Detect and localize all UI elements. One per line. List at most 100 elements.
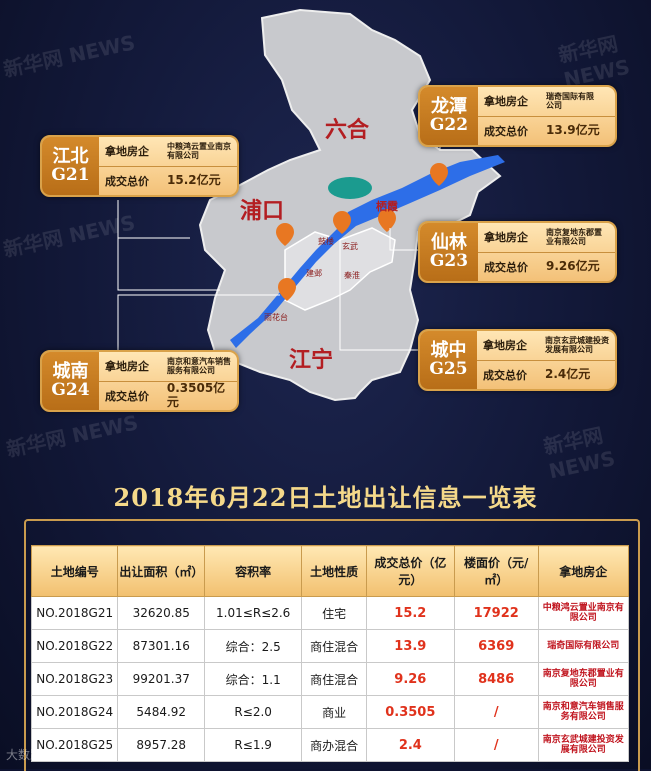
table-row: NO.2018G23 99201.37 综合：1.1 商住混合 9.26 848… <box>30 662 630 696</box>
district-label-qixia: 栖霞 <box>376 200 398 213</box>
table-row: NO.2018G25 8957.28 R≤1.9 商办混合 2.4 / 南京玄武… <box>30 728 630 762</box>
card-developer: 中粮鸿云置业南京有限公司 <box>167 142 231 161</box>
card-rows: 拿地房企 南京复地东郡置业有限公司 成交总价 9.26亿元 <box>478 223 615 281</box>
card-developer-label: 拿地房企 <box>483 339 527 353</box>
cell-land-use: 商业 <box>301 695 367 729</box>
card-developer: 瑞奇国际有限公司 <box>546 92 594 111</box>
cell-area: 87301.16 <box>117 629 206 663</box>
district-label-pukou: 浦口 <box>240 198 285 224</box>
district-label-jiangning: 江宁 <box>289 347 334 373</box>
card-developer-row: 拿地房企 南京玄武城建投资发展有限公司 <box>477 331 615 360</box>
cell-id: NO.2018G25 <box>30 728 119 762</box>
card-code: G21 <box>51 164 90 185</box>
card-price-row: 成交总价 0.3505亿元 <box>99 380 237 411</box>
card-code-block: 龙潭 G22 <box>420 87 478 145</box>
cell-land-use: 商住混合 <box>301 629 367 663</box>
card-developer-row: 拿地房企 瑞奇国际有限公司 <box>478 87 615 116</box>
col-header-developer: 拿地房企 <box>537 545 630 597</box>
cell-floor-price: 8486 <box>453 662 539 696</box>
card-developer: 南京复地东郡置业有限公司 <box>546 228 602 247</box>
card-code: G24 <box>51 379 90 400</box>
table-row: NO.2018G24 5484.92 R≤2.0 商业 0.3505 / 南京和… <box>30 695 630 729</box>
card-price: 15.2亿元 <box>167 172 221 187</box>
cell-land-use: 住宅 <box>301 596 367 630</box>
card-price: 13.9亿元 <box>546 122 600 137</box>
cell-floor-price: / <box>453 728 539 762</box>
card-developer: 南京和意汽车销售服务有限公司 <box>167 357 231 376</box>
card-code-block: 江北 G21 <box>42 137 99 195</box>
pin-icon <box>278 278 296 301</box>
river-island <box>328 177 372 199</box>
cell-total-price: 13.9 <box>365 629 455 663</box>
land-card-g25: 城中 G25 拿地房企 南京玄武城建投资发展有限公司 成交总价 2.4亿元 <box>418 329 617 391</box>
land-card-g23: 仙林 G23 拿地房企 南京复地东郡置业有限公司 成交总价 9.26亿元 <box>418 221 617 283</box>
cell-plot-ratio: R≤2.0 <box>204 695 303 729</box>
cell-plot-ratio: 1.01≤R≤2.6 <box>204 596 303 630</box>
pin-icon <box>430 163 448 186</box>
card-code: G22 <box>429 114 469 135</box>
table-header-row: 土地编号 出让面积（㎡） 容积率 土地性质 成交总价（亿元） 楼面价（元/㎡） … <box>30 545 630 597</box>
map-label-gulou: 鼓楼 <box>318 237 334 246</box>
col-header-floor-price: 楼面价（元/㎡） <box>453 545 539 597</box>
card-price-label: 成交总价 <box>105 389 149 403</box>
card-price-label: 成交总价 <box>105 174 149 188</box>
card-price-row: 成交总价 13.9亿元 <box>478 115 615 146</box>
col-header-id: 土地编号 <box>30 545 119 597</box>
map-label-qinhuai: 秦淮 <box>344 271 360 280</box>
card-price-row: 成交总价 9.26亿元 <box>478 251 615 282</box>
cell-developer: 南京和意汽车销售服务有限公司 <box>537 695 630 729</box>
location-pins <box>276 163 448 301</box>
pin-icon <box>276 223 294 246</box>
card-developer-row: 拿地房企 南京和意汽车销售服务有限公司 <box>99 352 237 381</box>
cell-developer: 中粮鸿云置业南京有限公司 <box>537 596 630 630</box>
card-area: 城南 <box>52 360 89 382</box>
col-header-land-use: 土地性质 <box>301 545 367 597</box>
cell-total-price: 0.3505 <box>365 695 455 729</box>
cell-total-price: 15.2 <box>365 596 455 630</box>
card-area: 龙潭 <box>431 95 467 117</box>
col-header-plot-ratio: 容积率 <box>204 545 303 597</box>
land-card-g22: 龙潭 G22 拿地房企 瑞奇国际有限公司 成交总价 13.9亿元 <box>418 85 617 147</box>
cell-total-price: 9.26 <box>365 662 455 696</box>
cell-floor-price: / <box>453 695 539 729</box>
card-area: 仙林 <box>431 231 467 253</box>
pin-icon <box>333 211 351 234</box>
card-price-label: 成交总价 <box>483 368 527 382</box>
cell-developer: 南京玄武城建投资发展有限公司 <box>537 728 630 762</box>
card-rows: 拿地房企 南京和意汽车销售服务有限公司 成交总价 0.3505亿元 <box>99 352 237 410</box>
table-row: NO.2018G22 87301.16 综合：2.5 商住混合 13.9 636… <box>30 629 630 663</box>
card-rows: 拿地房企 瑞奇国际有限公司 成交总价 13.9亿元 <box>478 87 615 145</box>
card-developer-label: 拿地房企 <box>484 95 528 109</box>
cell-land-use: 商办混合 <box>301 728 367 762</box>
cell-developer: 南京复地东郡置业有限公司 <box>537 662 630 696</box>
card-developer-label: 拿地房企 <box>105 145 149 159</box>
card-developer-label: 拿地房企 <box>105 360 149 374</box>
cell-id: NO.2018G24 <box>30 695 119 729</box>
card-price-label: 成交总价 <box>484 124 528 138</box>
card-code-block: 仙林 G23 <box>420 223 478 281</box>
card-price-row: 成交总价 2.4亿元 <box>477 359 615 390</box>
card-developer-row: 拿地房企 中粮鸿云置业南京有限公司 <box>99 137 237 166</box>
land-card-g24: 城南 G24 拿地房企 南京和意汽车销售服务有限公司 成交总价 0.3505亿元 <box>40 350 239 412</box>
card-developer-label: 拿地房企 <box>484 231 528 245</box>
cell-area: 5484.92 <box>117 695 206 729</box>
card-developer: 南京玄武城建投资发展有限公司 <box>545 336 609 355</box>
cell-plot-ratio: R≤1.9 <box>204 728 303 762</box>
card-rows: 拿地房企 南京玄武城建投资发展有限公司 成交总价 2.4亿元 <box>477 331 615 389</box>
cell-id: NO.2018G21 <box>30 596 119 630</box>
cell-floor-price: 6369 <box>453 629 539 663</box>
connector-lines <box>117 119 441 351</box>
land-card-g21: 江北 G21 拿地房企 中粮鸿云置业南京有限公司 成交总价 15.2亿元 <box>40 135 239 197</box>
card-price-label: 成交总价 <box>484 260 528 274</box>
cell-id: NO.2018G22 <box>30 629 119 663</box>
card-price: 0.3505亿元 <box>166 380 226 409</box>
col-header-area: 出让面积（㎡） <box>117 545 206 597</box>
card-code-block: 城中 G25 <box>420 331 477 389</box>
card-area: 城中 <box>430 339 467 361</box>
table-row: NO.2018G21 32620.85 1.01≤R≤2.6 住宅 15.2 1… <box>30 596 630 630</box>
cell-id: NO.2018G23 <box>30 662 119 696</box>
cell-area: 32620.85 <box>117 596 206 630</box>
card-code: G23 <box>429 250 469 271</box>
map-label-yuhuatai: 雨花台 <box>264 313 288 322</box>
